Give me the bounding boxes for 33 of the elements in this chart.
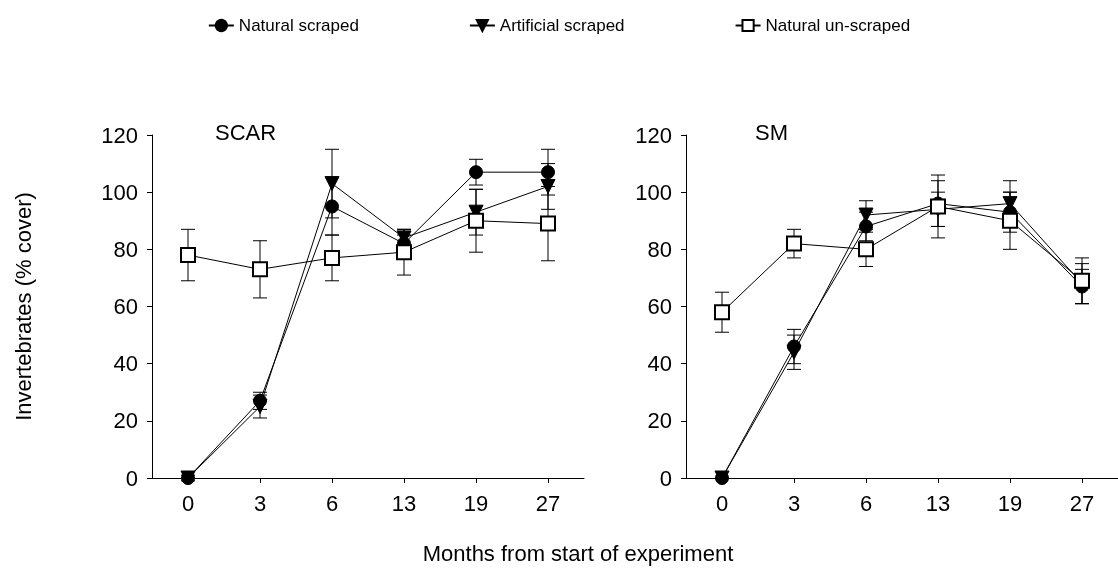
legend-label: Natural scraped bbox=[238, 16, 359, 35]
x-tick-label: 3 bbox=[253, 490, 267, 516]
x-tick-label: 27 bbox=[1069, 490, 1095, 516]
x-tick-label: 0 bbox=[715, 490, 729, 516]
x-axis-title: Months from start of experiment bbox=[422, 540, 734, 566]
y-tick-label: 40 bbox=[647, 351, 672, 377]
y-tick-label: 60 bbox=[113, 294, 138, 319]
y-tick-label: 80 bbox=[647, 236, 672, 262]
x-tick-label: 0 bbox=[181, 490, 195, 516]
y-tick-label: 120 bbox=[635, 122, 672, 148]
y-tick-label: 60 bbox=[647, 294, 672, 319]
y-tick-label: 20 bbox=[113, 408, 138, 434]
x-tick-label: 13 bbox=[391, 490, 417, 516]
y-tick-label: 40 bbox=[113, 351, 138, 377]
y-tick-label: 20 bbox=[647, 408, 672, 434]
x-tick-label: 6 bbox=[859, 490, 873, 516]
y-tick-label: 0 bbox=[125, 465, 138, 491]
x-tick-label: 19 bbox=[463, 490, 489, 516]
y-tick-label: 100 bbox=[635, 179, 672, 205]
legend-label: Artificial scraped bbox=[499, 16, 625, 35]
x-tick-label: 19 bbox=[997, 490, 1023, 516]
y-tick-label: 0 bbox=[659, 465, 672, 491]
y-tick-label: 80 bbox=[113, 236, 138, 262]
y-tick-label: 100 bbox=[101, 179, 138, 205]
legend-label: Natural un-scraped bbox=[765, 16, 911, 35]
x-tick-label: 6 bbox=[325, 490, 339, 516]
chart-title: SCAR bbox=[215, 119, 277, 145]
x-tick-label: 3 bbox=[787, 490, 801, 516]
x-tick-label: 13 bbox=[925, 490, 951, 516]
x-tick-label: 27 bbox=[535, 490, 561, 516]
y-axis-title: Invertebrates (% cover) bbox=[10, 192, 36, 421]
y-tick-label: 120 bbox=[101, 122, 138, 148]
chart-title: SM bbox=[755, 119, 788, 145]
